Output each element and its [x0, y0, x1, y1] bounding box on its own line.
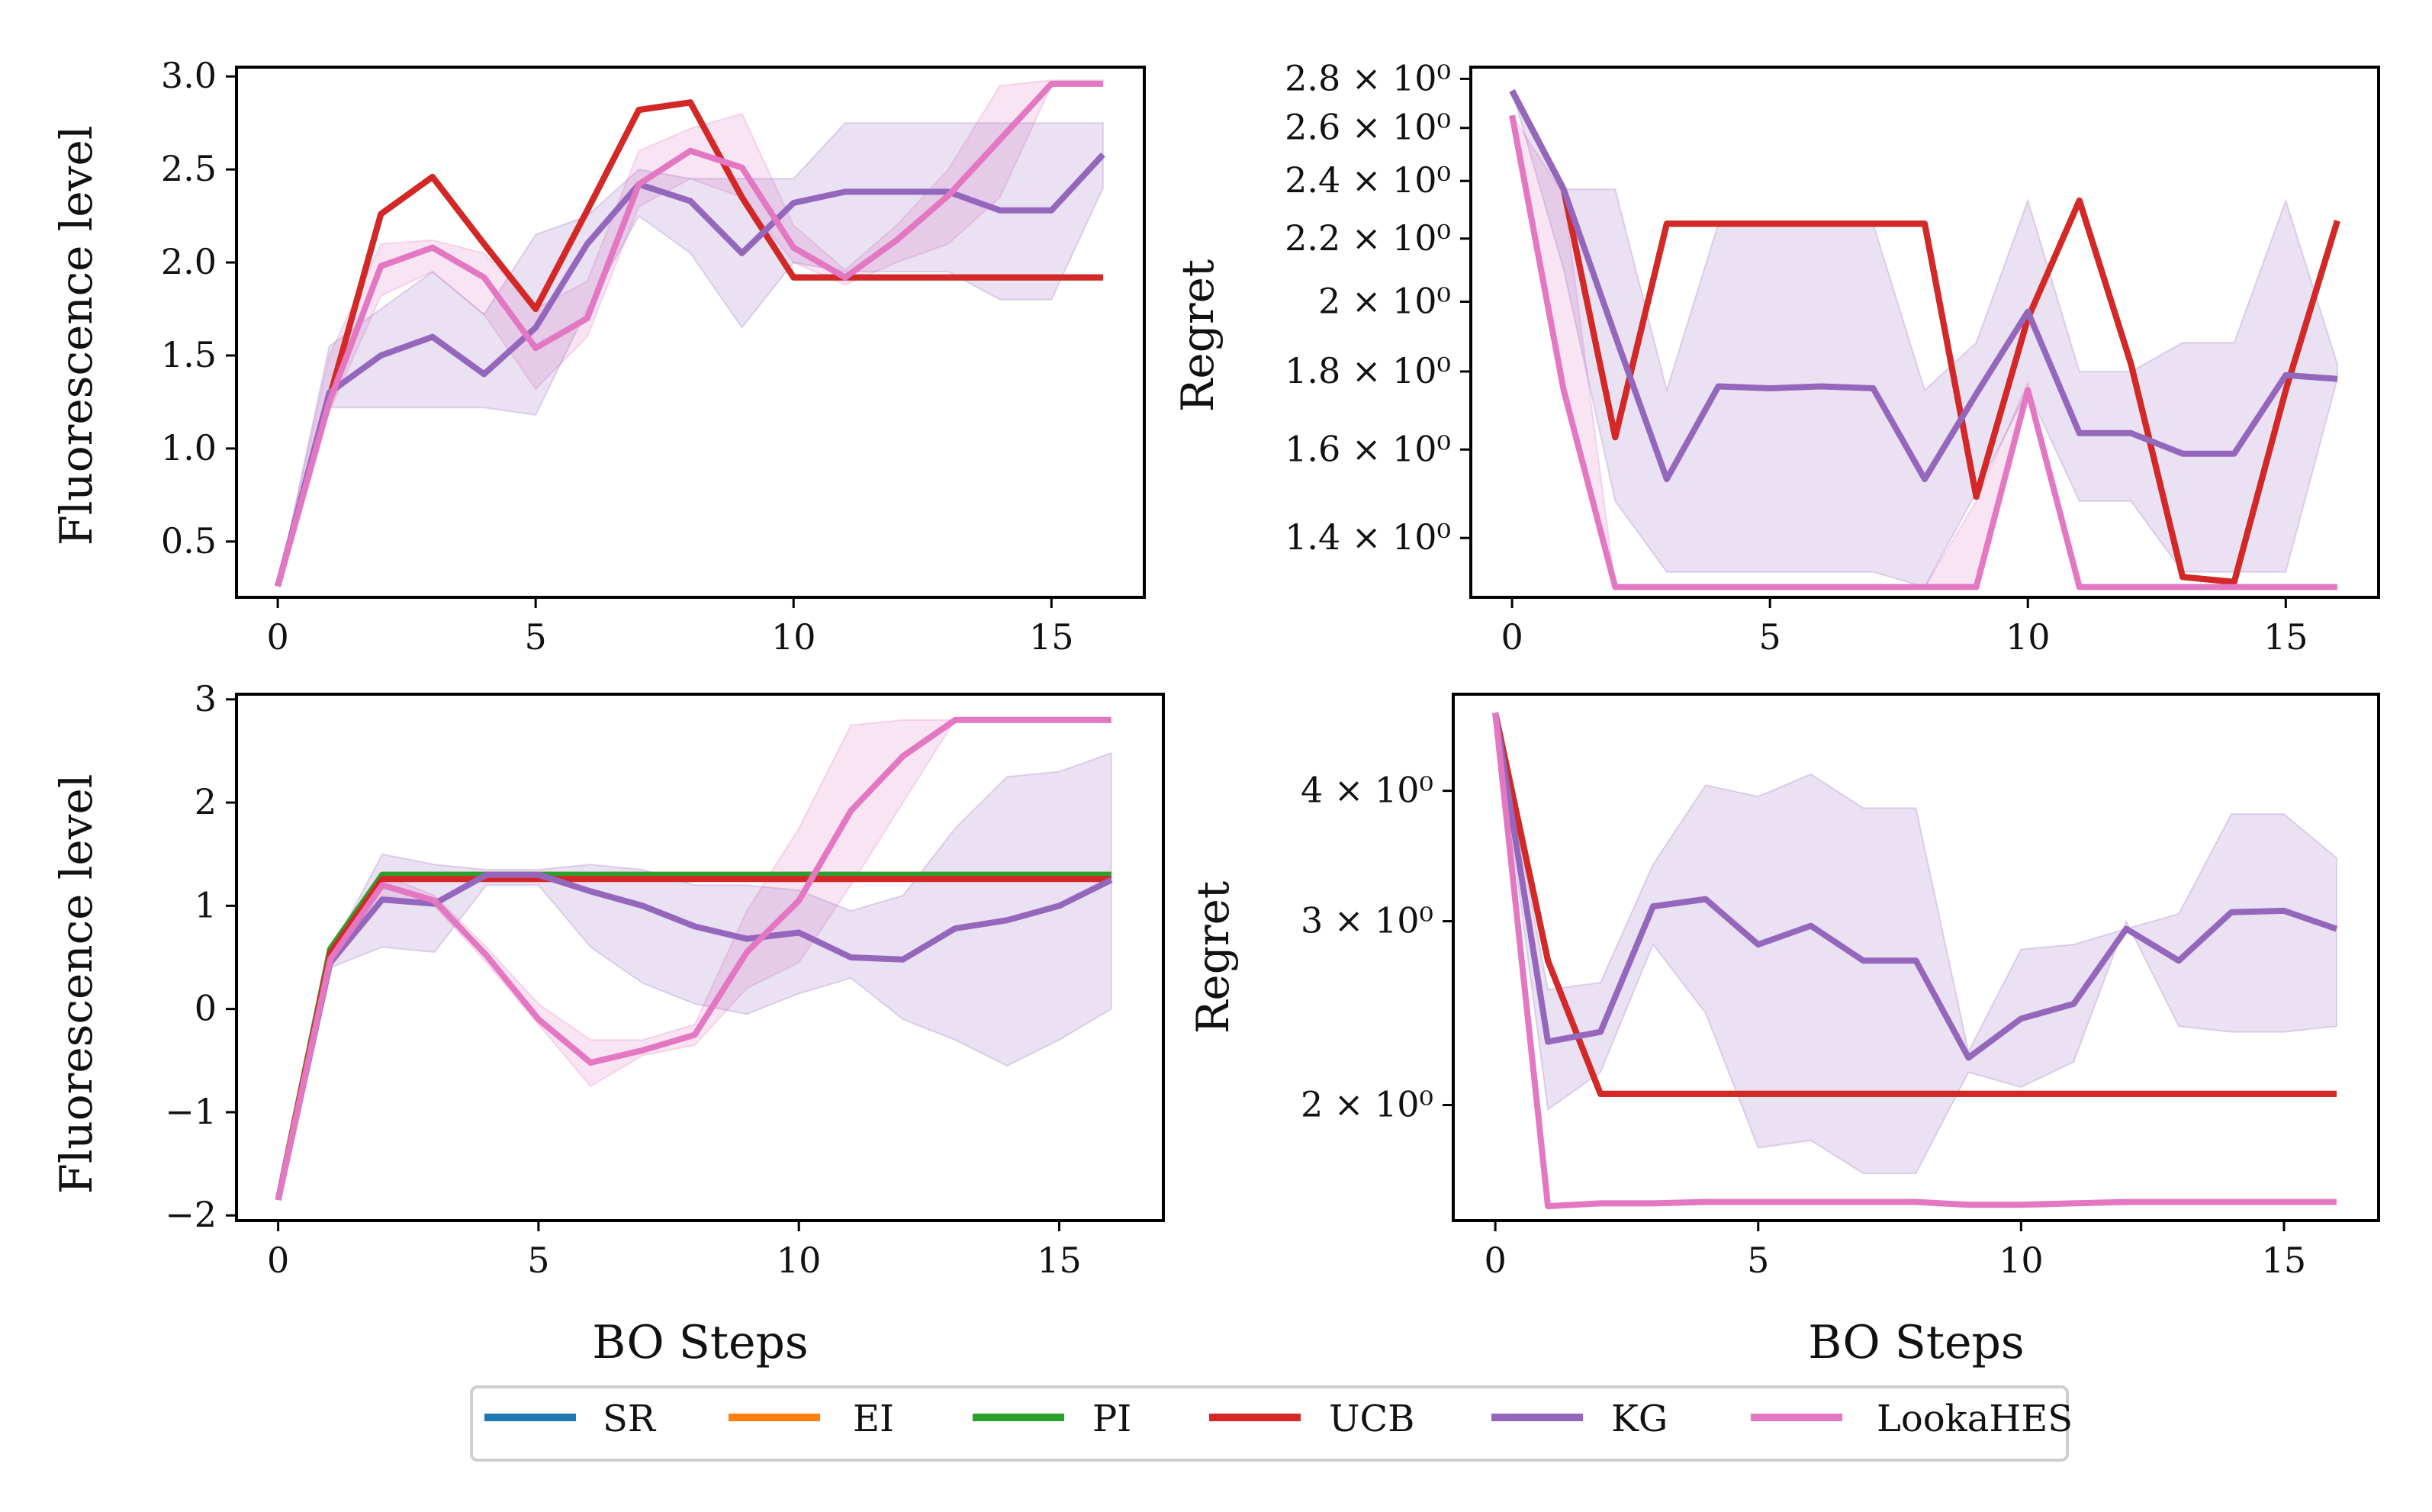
top-right-ytick-label: 2 × 10⁰ — [1318, 281, 1451, 322]
bottom-left-ytick-label: 3 — [195, 678, 217, 719]
bottom-right-ytick-label: 2 × 10⁰ — [1301, 1084, 1433, 1125]
bottom-left-xtick-label: 5 — [527, 1240, 549, 1281]
legend-item-pi: PI — [973, 1398, 1131, 1440]
top-left-xtick-label: 15 — [1029, 616, 1074, 658]
bottom-right-xtick-label: 15 — [2262, 1240, 2307, 1281]
top-right-ytick-label: 2.4 × 10⁰ — [1285, 159, 1451, 201]
bottom-left-xtick-label: 10 — [777, 1240, 822, 1281]
legend-label-pi: PI — [1092, 1398, 1131, 1440]
bottom-left-line-lookahes — [275, 716, 1111, 1201]
top-right-ytick-label: 1.8 × 10⁰ — [1285, 350, 1451, 391]
top-left-ytick-label: 2.5 — [161, 148, 217, 189]
bottom-left-xtick-label: 15 — [1037, 1240, 1082, 1281]
bottom-left-ytick-label: 1 — [195, 884, 217, 925]
bottom-left-ytick-label: −1 — [165, 1091, 217, 1132]
legend-item-lookahes: LookaHES — [1751, 1398, 2073, 1440]
top-right-xtick-label: 15 — [2263, 616, 2308, 658]
top-left-line-ucb — [275, 99, 1103, 587]
bottom-left-ytick-label: 2 — [195, 781, 217, 822]
legend-item-ucb: UCB — [1209, 1398, 1414, 1440]
panel-top-left: Fluorescence level 0 5 10 15 0.5 1.0 1.5 2.0 2.5… — [50, 55, 1146, 658]
legend-label-sr: SR — [603, 1398, 657, 1440]
top-left-xtick-label: 0 — [266, 616, 288, 658]
bottom-left-band-lookahes — [277, 719, 1111, 1201]
top-right-ytick-label: 2.6 × 10⁰ — [1285, 107, 1451, 148]
top-left-ytick-label: 1.0 — [161, 427, 217, 468]
panel-bottom-right: Regret BO Steps 0 5 10 15 2 × 10⁰ 3 × 10⁰ 4 × … — [1187, 693, 2380, 1369]
legend-label-kg: KG — [1611, 1398, 1668, 1440]
top-right-line-lookahes — [1509, 114, 2337, 590]
legend-item-sr: SR — [484, 1398, 657, 1440]
top-right-ytick-label: 2.2 × 10⁰ — [1285, 217, 1451, 259]
legend-item-ei: EI — [729, 1398, 894, 1440]
bottom-right-xtick-label: 5 — [1747, 1240, 1769, 1281]
top-left-ytick-label: 3.0 — [161, 55, 217, 96]
bottom-left-line-ucb — [275, 876, 1111, 1201]
bottom-left-line-pi — [275, 871, 1111, 1201]
bottom-left-ytick-label: −2 — [165, 1194, 217, 1235]
ylabel-top-right: Regret — [1172, 259, 1224, 412]
xlabel-bottom-left: BO Steps — [592, 1316, 808, 1369]
top-right-xtick-label: 0 — [1501, 616, 1523, 658]
top-right-line-ucb — [1509, 89, 2340, 585]
bottom-right-xtick-label: 10 — [1999, 1240, 2044, 1281]
ylabel-bottom-left: Fluorescence level — [50, 774, 102, 1195]
panel-top-right: Regret 0 5 10 15 1.4 × 10⁰ 1.6 × 10⁰ 1.8 × 10⁰… — [1172, 57, 2380, 658]
top-right-ytick-label: 2.8 × 10⁰ — [1285, 57, 1451, 98]
top-left-ytick-label: 1.5 — [161, 334, 217, 375]
top-right-ytick-label: 1.6 × 10⁰ — [1285, 428, 1451, 469]
legend-label-lookahes: LookaHES — [1877, 1398, 2073, 1440]
top-right-xtick-label: 5 — [1759, 616, 1781, 658]
bottom-right-line-ucb — [1492, 712, 2337, 1097]
top-right-xtick-label: 10 — [2006, 616, 2051, 658]
legend-label-ei: EI — [853, 1398, 894, 1440]
bottom-right-line-lookahes — [1492, 713, 2337, 1210]
bottom-left-ytick-label: 0 — [195, 988, 217, 1029]
xlabel-bottom-right: BO Steps — [1808, 1316, 2024, 1369]
top-left-axes-frame — [235, 66, 1146, 599]
bottom-right-ytick-label: 4 × 10⁰ — [1301, 770, 1433, 811]
bottom-left-xtick-label: 0 — [267, 1240, 289, 1281]
bottom-left-line-kg — [275, 871, 1113, 1201]
bottom-right-xtick-label: 0 — [1484, 1240, 1506, 1281]
top-right-axes-frame — [1469, 66, 2380, 599]
legend-frame — [470, 1385, 2069, 1462]
panel-bottom-left: Fluorescence level BO Steps 0 5 10 15 −2 −1 0 1… — [50, 678, 1165, 1369]
top-left-xtick-label: 10 — [771, 616, 816, 658]
top-right-ytick-label: 1.4 × 10⁰ — [1285, 516, 1451, 558]
ylabel-bottom-right: Regret — [1187, 881, 1239, 1034]
top-left-line-lookahes — [275, 80, 1103, 587]
bottom-right-axes-frame — [1452, 693, 2380, 1222]
bottom-right-band-kg — [1494, 713, 2337, 1175]
top-left-line-kg — [275, 152, 1105, 587]
bottom-right-ytick-label: 3 × 10⁰ — [1301, 900, 1433, 941]
top-left-xtick-label: 5 — [525, 616, 547, 658]
legend: SR EI PI UCB KG LookaHES — [470, 1385, 2073, 1462]
legend-item-kg: KG — [1491, 1398, 1668, 1440]
ylabel-top-left: Fluorescence level — [50, 126, 102, 546]
top-left-ytick-label: 0.5 — [161, 520, 217, 561]
bottom-left-axes-frame — [235, 693, 1165, 1222]
legend-label-ucb: UCB — [1329, 1398, 1414, 1440]
top-left-ytick-label: 2.0 — [161, 241, 217, 282]
bottom-right-line-kg — [1492, 712, 2338, 1061]
top-right-line-kg — [1509, 89, 2338, 483]
